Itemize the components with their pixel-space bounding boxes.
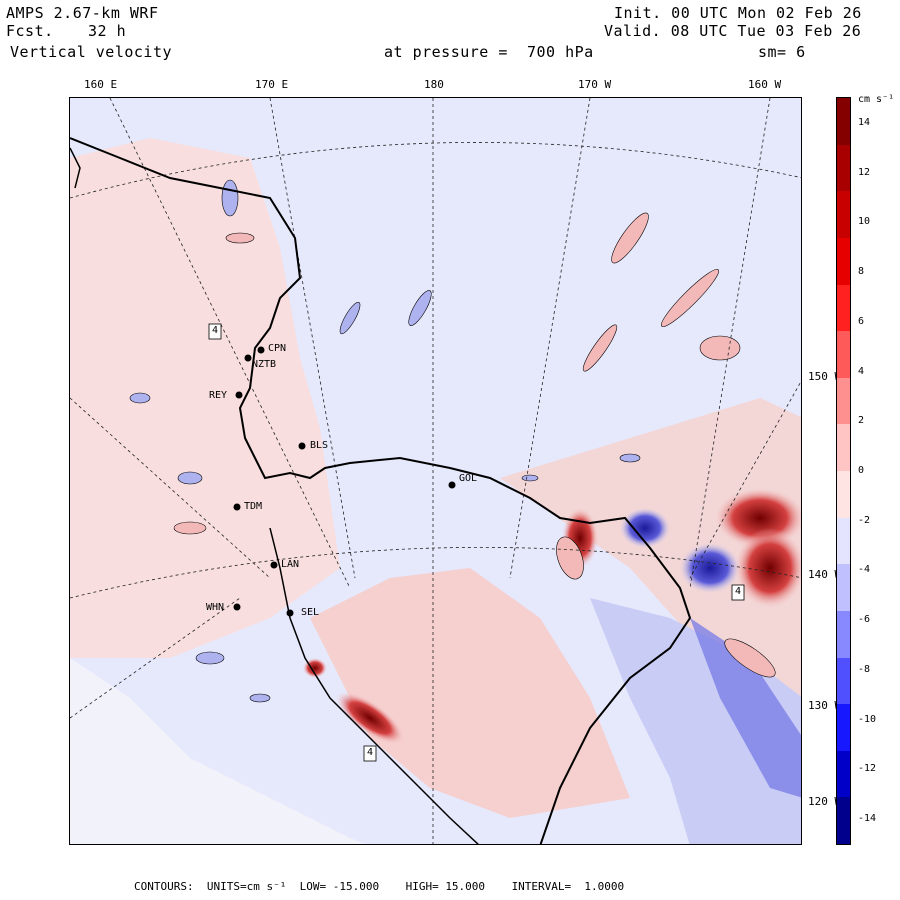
units-label: UNITS=cm s⁻¹ — [206, 880, 287, 893]
station-label-nztb: NZTB — [252, 359, 277, 370]
colorbar-tick-label: 2 — [858, 415, 865, 427]
lon-label-170w: 170 W — [578, 78, 612, 91]
forecast-label: Fcst. — [6, 22, 54, 40]
positive-region-east — [500, 398, 801, 717]
colorbar-band — [837, 331, 850, 379]
colorbar-band — [837, 657, 850, 705]
station-label-gol: GOL — [459, 473, 478, 484]
colorbar-tick-label: 4 — [858, 365, 865, 377]
station-label-sel: SEL — [301, 607, 320, 618]
colorbar-tick-label: -10 — [858, 713, 877, 725]
forecast-hours: 32 h — [88, 22, 127, 40]
colorbar-band — [837, 471, 850, 518]
colorbar-tick-label: 12 — [858, 166, 871, 178]
colorbar-tick-label: -14 — [858, 813, 877, 825]
colorbar-band — [837, 750, 850, 798]
lon-label-180: 180 — [424, 78, 444, 91]
colorbar-tick-label: 10 — [858, 216, 871, 228]
colorbar-band — [837, 144, 850, 192]
contours-label: CONTOURS: — [134, 880, 194, 893]
downdraft-cell — [620, 508, 670, 548]
interval-label: INTERVAL= 1.0000 — [511, 880, 625, 893]
colorbar-tick-label: -8 — [858, 663, 871, 675]
colorbar-tick-label: 0 — [858, 465, 865, 476]
colorbar-band — [837, 704, 850, 752]
vertical-velocity-map: CPN NZTB REY BLS GOL TDM LAN WHN SEL 4 4… — [69, 97, 802, 845]
station-label-tdm: TDM — [244, 501, 263, 512]
colorbar-tick-label: -4 — [858, 564, 871, 576]
colorbar-unit: cm s⁻¹ — [858, 94, 895, 105]
coastline-nw — [70, 147, 81, 189]
ice-region — [70, 658, 365, 844]
station-markers — [233, 346, 456, 617]
colorbar-band — [837, 98, 850, 145]
colorbar-band — [837, 424, 850, 472]
station-label-bls: BLS — [310, 440, 329, 451]
updraft-ridge — [336, 691, 404, 745]
negative-contours — [129, 179, 641, 703]
colorbar-tick-label: 6 — [858, 315, 865, 327]
positive-contours — [173, 212, 776, 678]
negative-band-strong — [690, 618, 801, 798]
extremum-label-2: 4 — [367, 747, 374, 758]
low-label: LOW= -15.000 — [299, 880, 380, 893]
colorbar-tick-label: -12 — [858, 763, 877, 775]
pressure-level: at pressure = 700 hPa — [384, 43, 594, 61]
colorbar — [836, 97, 851, 845]
station-label-rey: REY — [209, 390, 228, 401]
colorbar-band — [837, 191, 850, 239]
field-name: Vertical velocity — [10, 43, 173, 61]
smoothing: sm= 6 — [758, 43, 806, 61]
extrema-boxes — [208, 323, 745, 762]
lon-label-160e: 160 E — [84, 78, 118, 91]
lon-label-160w: 160 W — [748, 78, 782, 91]
colorbar-band — [837, 377, 850, 425]
ice-shelf-front — [70, 137, 692, 844]
station-label-lan: LAN — [281, 559, 300, 570]
colorbar-band — [837, 237, 850, 285]
positive-region-west — [70, 138, 340, 658]
map-canvas — [70, 98, 801, 844]
high-label: HIGH= 15.000 — [405, 880, 486, 893]
init-time: Init. 00 UTC Mon 02 Feb 26 — [614, 4, 862, 22]
colorbar-band — [837, 284, 850, 332]
station-label-whn: WHN — [206, 602, 225, 613]
strong-downdraft-cell — [680, 543, 740, 593]
graticule — [70, 98, 801, 844]
coastline — [269, 527, 479, 844]
lon-label-170e: 170 E — [255, 78, 289, 91]
strong-updraft-cell-2 — [735, 528, 801, 608]
colorbar-band — [837, 517, 850, 565]
contour-info: CONTOURS: UNITS=cm s⁻¹ LOW= -15.000 HIGH… — [134, 880, 624, 893]
extremum-label-1: 4 — [212, 325, 219, 336]
colorbar-band — [837, 564, 850, 612]
colorbar-tick-label: -2 — [858, 514, 871, 526]
colorbar-tick-label: 8 — [858, 266, 865, 278]
colorbar-tick-label: -6 — [858, 614, 871, 626]
extremum-label-3: 4 — [735, 586, 742, 597]
colorbar-tick-label: 14 — [858, 116, 871, 128]
colorbar-band — [837, 610, 850, 658]
positive-region-ross — [310, 568, 630, 818]
colorbar-band — [837, 797, 850, 845]
station-label-cpn: CPN — [268, 343, 287, 354]
model-title: AMPS 2.67-km WRF — [6, 4, 159, 22]
valid-time: Valid. 08 UTC Tue 03 Feb 26 — [604, 22, 862, 40]
